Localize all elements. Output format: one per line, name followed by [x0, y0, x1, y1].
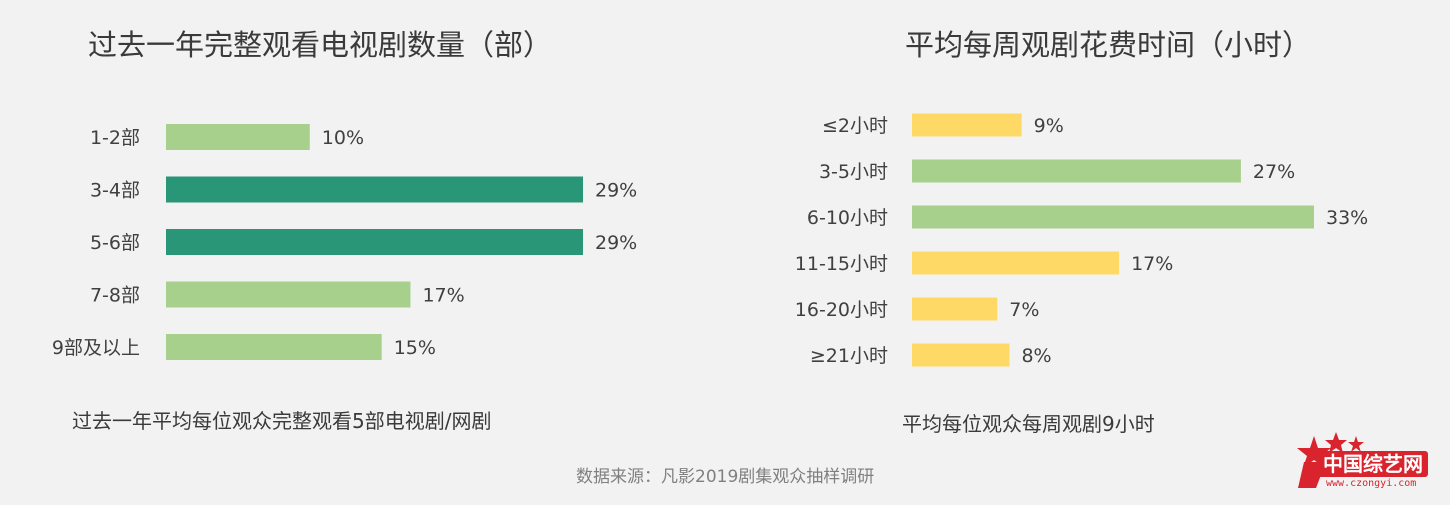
right-value-label: 27%	[1253, 161, 1295, 183]
chart-title-left: 过去一年完整观看电视剧数量（部）	[88, 28, 553, 62]
left-bar	[166, 229, 583, 255]
right-value-label: 17%	[1131, 253, 1173, 275]
summary-right: 平均每位观众每周观剧9小时	[902, 412, 1155, 436]
chart-title-right: 平均每周观剧花费时间（小时）	[905, 28, 1312, 62]
right-value-label: 33%	[1326, 207, 1368, 229]
right-category-label: ≥21小时	[810, 345, 888, 367]
right-value-label: 8%	[1021, 345, 1051, 367]
right-bar	[912, 297, 998, 321]
right-bar	[912, 113, 1022, 137]
right-category-label: 6-10小时	[807, 207, 888, 229]
left-value-label: 17%	[422, 285, 464, 307]
left-value-label: 29%	[595, 232, 637, 254]
left-bar	[166, 176, 583, 203]
right-category-label: ≤2小时	[822, 115, 888, 137]
left-value-label: 10%	[322, 127, 364, 149]
source-note: 数据来源：凡影2019剧集观众抽样调研	[576, 467, 875, 487]
summary-left: 过去一年平均每位观众完整观看5部电视剧/网剧	[72, 409, 492, 433]
left-bar	[166, 334, 382, 360]
left-category-label: 9部及以上	[52, 337, 140, 359]
right-category-label: 3-5小时	[819, 161, 888, 183]
logo-url: www.czongyi.com	[1326, 478, 1417, 489]
left-category-label: 1-2部	[90, 127, 140, 149]
logo-text: 中国综艺网	[1318, 451, 1428, 477]
right-bar	[912, 205, 1314, 229]
right-bar	[912, 343, 1010, 367]
right-category-label: 16-20小时	[795, 299, 888, 321]
right-value-label: 9%	[1034, 115, 1064, 137]
right-category-label: 11-15小时	[795, 253, 888, 275]
left-bar	[166, 124, 310, 150]
right-value-label: 7%	[1009, 299, 1039, 321]
left-value-label: 29%	[595, 180, 637, 202]
left-bar	[166, 281, 411, 308]
right-bar	[912, 251, 1120, 275]
left-value-label: 15%	[394, 337, 436, 359]
left-category-label: 3-4部	[90, 180, 140, 202]
left-category-label: 5-6部	[90, 232, 140, 254]
left-category-label: 7-8部	[90, 285, 140, 307]
right-bar	[912, 159, 1241, 183]
